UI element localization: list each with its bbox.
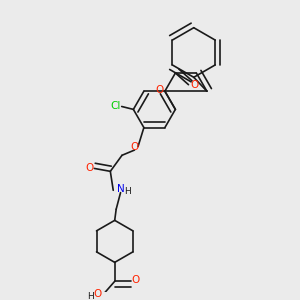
Text: O: O <box>191 80 199 90</box>
Text: H: H <box>87 292 94 300</box>
Text: O: O <box>130 142 139 152</box>
Text: O: O <box>94 289 102 299</box>
Text: Cl: Cl <box>111 101 121 112</box>
Text: H: H <box>124 187 131 196</box>
Text: O: O <box>155 85 164 95</box>
Text: N: N <box>117 184 124 194</box>
Text: O: O <box>132 275 140 285</box>
Text: O: O <box>85 163 93 172</box>
